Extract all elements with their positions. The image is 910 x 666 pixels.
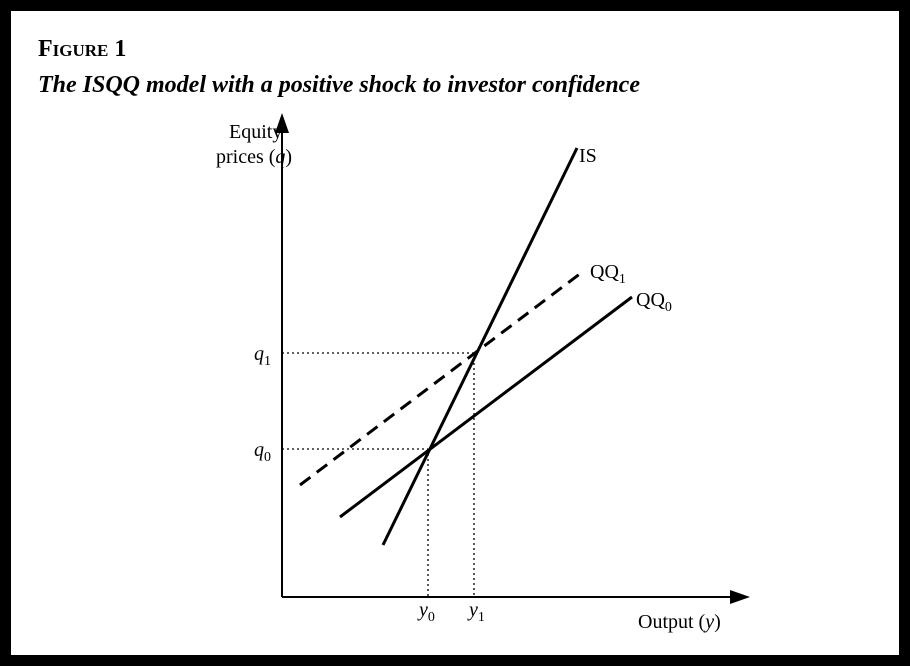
y-label-before: prices (	[216, 146, 276, 168]
qq0-label: QQ0	[636, 289, 672, 315]
y-axis-label-1: Equity	[229, 121, 282, 143]
x-label-after: )	[714, 611, 721, 633]
y1-label: y1	[467, 599, 485, 625]
y0-base: y	[417, 599, 428, 621]
x-axis-label: Output (y)	[638, 611, 721, 633]
qq0-sub: 0	[665, 300, 672, 315]
q1-sub: 1	[264, 354, 271, 369]
is-curve	[381, 147, 579, 546]
y-arrow	[275, 113, 289, 133]
y0-sub: 0	[428, 610, 435, 625]
guides	[282, 352, 475, 597]
qq0-base: QQ	[636, 289, 665, 311]
y-axis-label-2: prices (q)	[216, 146, 292, 168]
is-label: IS	[579, 145, 597, 167]
q0-label: q0	[254, 439, 271, 465]
qq1-sub: 1	[619, 272, 626, 287]
qq1-label: QQ1	[590, 261, 626, 287]
q1-base: q	[254, 343, 264, 365]
x-label-before: Output (	[638, 611, 706, 633]
qq0-curve	[339, 295, 633, 519]
qq1-curve	[299, 268, 586, 487]
q1-label: q1	[254, 343, 271, 369]
qq1-base: QQ	[590, 261, 619, 283]
figure-title: The ISQQ model with a positive shock to …	[38, 72, 640, 98]
x-arrow	[730, 590, 750, 604]
axes	[281, 126, 738, 598]
y-label-after: )	[285, 146, 292, 168]
y1-base: y	[467, 599, 478, 621]
figure-label: Figure 1	[38, 36, 126, 62]
y0-label: y0	[417, 599, 435, 625]
y1-sub: 1	[478, 610, 485, 625]
q0-sub: 0	[264, 450, 271, 465]
x-label-var: y	[703, 611, 714, 633]
y-label-var: q	[275, 146, 285, 168]
q0-base: q	[254, 439, 264, 461]
panel	[11, 11, 899, 655]
